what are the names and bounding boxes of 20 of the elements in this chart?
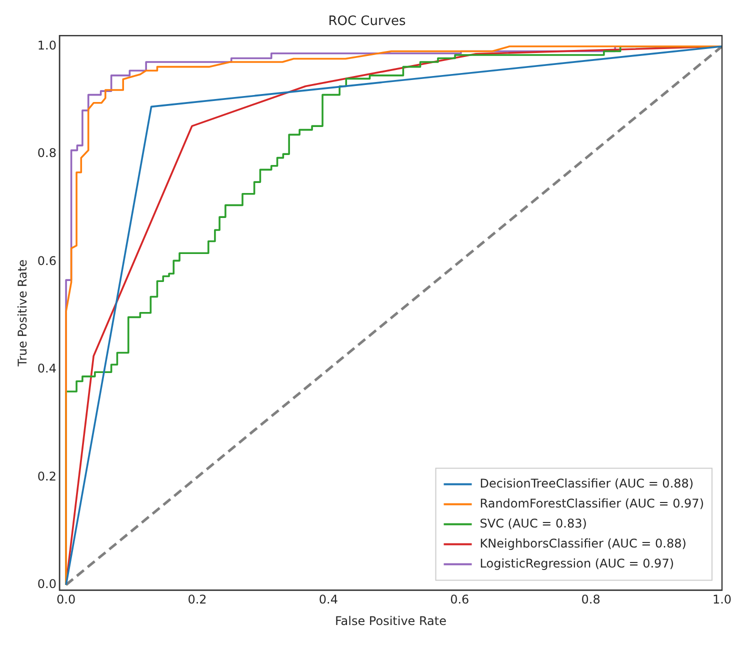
- y-axis-title: True Positive Rate: [15, 259, 30, 368]
- legend-label: DecisionTreeClassifier (AUC = 0.88): [480, 476, 694, 490]
- y-tick-label: 0.4: [37, 362, 56, 376]
- legend-label: SVC (AUC = 0.83): [480, 516, 587, 530]
- legend-label: KNeighborsClassifier (AUC = 0.88): [480, 536, 686, 550]
- y-tick-label: 0.8: [37, 146, 56, 160]
- chart-title: ROC Curves: [328, 14, 406, 30]
- x-tick-label: 1.0: [712, 592, 732, 607]
- y-tick-label: 0.0: [37, 576, 56, 591]
- y-tick-label: 1.0: [37, 38, 56, 52]
- x-tick-label: 0.4: [318, 592, 338, 607]
- y-tick-label: 0.2: [37, 469, 56, 484]
- x-axis-title: False Positive Rate: [334, 614, 447, 628]
- x-tick-label: 0.6: [450, 592, 470, 607]
- x-tick-label: 0.8: [581, 592, 600, 607]
- legend-label: RandomForestClassifier (AUC = 0.97): [480, 496, 704, 510]
- x-tick-label: 0.0: [56, 592, 76, 607]
- y-tick-label: 0.6: [37, 254, 56, 268]
- x-tick-label: 0.2: [188, 592, 207, 607]
- legend-label: LogisticRegression (AUC = 0.97): [480, 556, 674, 570]
